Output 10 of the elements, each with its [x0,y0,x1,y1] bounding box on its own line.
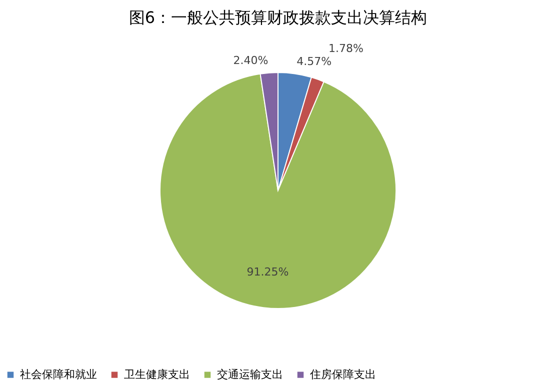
chart-title: 图6：一般公共预算财政拨款支出决算结构 [128,8,428,27]
legend-label: 住房保障支出 [310,368,376,381]
data-label: 2.40% [233,54,268,67]
legend-label: 社会保障和就业 [20,368,97,381]
data-label: 91.25% [246,265,289,278]
legend-label: 交通运输支出 [217,368,283,381]
data-label: 1.78% [328,42,364,56]
legend-label: 卫生健康支出 [124,368,190,381]
data-label: 4.57% [296,54,332,68]
pie-slice [160,73,396,309]
